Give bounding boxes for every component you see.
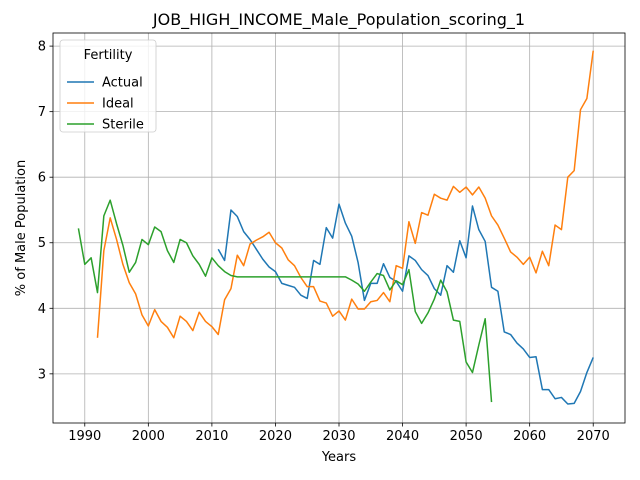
legend-label-ideal: Ideal bbox=[102, 97, 134, 112]
x-axis-label: Years bbox=[321, 450, 357, 465]
y-ticks: 3 4 5 6 7 8 bbox=[38, 40, 53, 382]
legend-label-actual: Actual bbox=[102, 76, 143, 91]
legend-title: Fertility bbox=[84, 48, 133, 63]
series-line-sterile bbox=[77, 199, 493, 403]
x-tick-label: 2060 bbox=[513, 429, 546, 444]
y-axis-label: % of Male Population bbox=[14, 160, 29, 296]
x-tick-label: 2040 bbox=[386, 429, 419, 444]
series-line-actual bbox=[217, 203, 594, 405]
y-tick-label: 7 bbox=[38, 105, 46, 120]
x-tick-label: 2020 bbox=[259, 429, 292, 444]
x-tick-label: 2010 bbox=[195, 429, 228, 444]
series-line-ideal bbox=[96, 50, 594, 339]
x-tick-label: 2030 bbox=[322, 429, 355, 444]
x-tick-label: 2050 bbox=[450, 429, 483, 444]
y-tick-label: 8 bbox=[38, 40, 46, 55]
legend-label-sterile: Sterile bbox=[102, 118, 144, 133]
y-tick-label: 5 bbox=[38, 236, 46, 251]
x-ticks: 1990 2000 2010 2020 2030 2040 2050 2060 2070 bbox=[68, 423, 610, 444]
x-tick-label: 2070 bbox=[577, 429, 610, 444]
series-group bbox=[77, 50, 594, 405]
y-tick-label: 4 bbox=[38, 302, 46, 317]
x-tick-label: 2000 bbox=[132, 429, 165, 444]
chart-title: JOB_HIGH_INCOME_Male_Population_scoring_… bbox=[152, 10, 525, 30]
legend: Fertility Actual Ideal Sterile bbox=[59, 39, 157, 133]
y-tick-label: 3 bbox=[38, 367, 46, 382]
legend-box bbox=[59, 39, 157, 133]
x-tick-label: 1990 bbox=[68, 429, 101, 444]
y-tick-label: 6 bbox=[38, 171, 46, 186]
